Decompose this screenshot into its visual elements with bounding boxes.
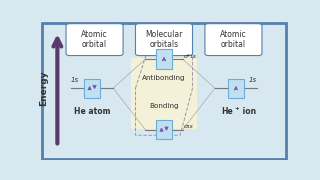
Text: He: He (222, 107, 234, 116)
Text: σ*₁s: σ*₁s (184, 54, 197, 59)
FancyBboxPatch shape (66, 24, 123, 56)
FancyBboxPatch shape (135, 24, 193, 56)
Text: He atom: He atom (74, 107, 110, 116)
Text: Atomic
orbital: Atomic orbital (220, 30, 247, 49)
Text: Antibonding: Antibonding (142, 75, 186, 81)
Text: Energy: Energy (39, 70, 48, 106)
Text: Bonding: Bonding (149, 103, 179, 109)
FancyBboxPatch shape (156, 50, 172, 69)
FancyBboxPatch shape (84, 78, 100, 98)
FancyBboxPatch shape (131, 58, 197, 94)
FancyBboxPatch shape (205, 24, 262, 56)
Text: 1s: 1s (71, 76, 79, 83)
FancyBboxPatch shape (228, 78, 244, 98)
FancyBboxPatch shape (156, 120, 172, 139)
Text: +: + (235, 106, 239, 111)
Text: Molecular
orbitals: Molecular orbitals (145, 30, 183, 49)
Text: σ₁s: σ₁s (184, 124, 194, 129)
Text: 1s: 1s (249, 76, 257, 83)
Text: ion: ion (240, 107, 256, 116)
Text: Atomic
orbital: Atomic orbital (81, 30, 108, 49)
FancyBboxPatch shape (131, 94, 197, 129)
